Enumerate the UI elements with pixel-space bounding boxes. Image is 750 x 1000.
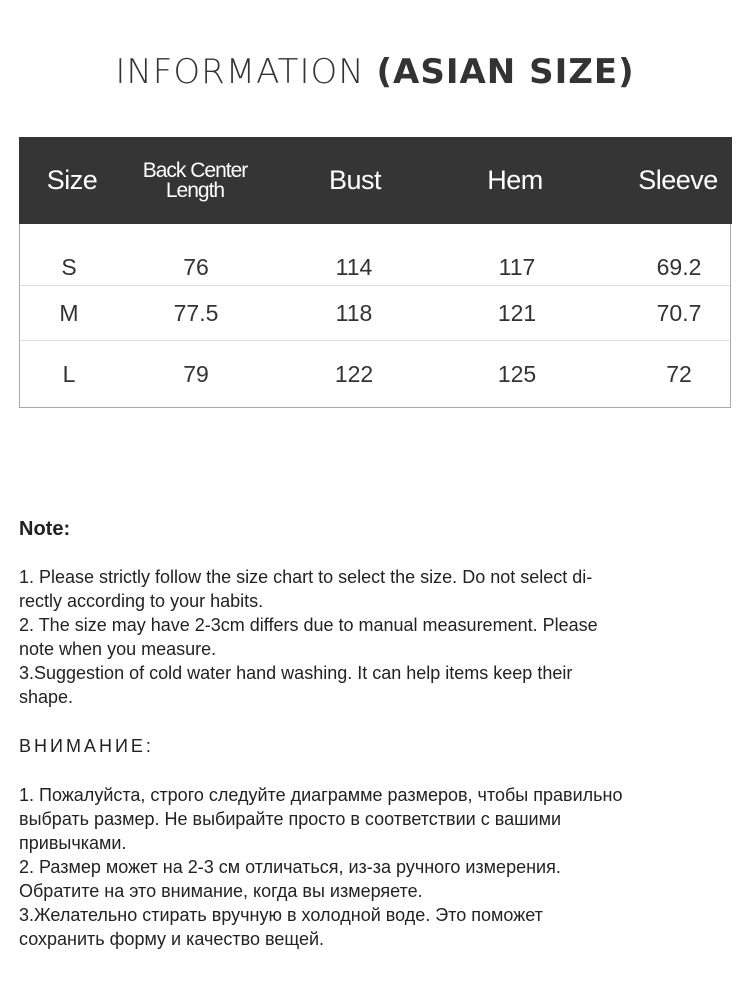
cell-sleeve: 69.2 xyxy=(656,254,702,280)
cell-size: L xyxy=(62,361,76,387)
cell-back-center-length: 79 xyxy=(183,361,209,387)
table-row: L 79 122 125 72 xyxy=(20,347,730,401)
note-ru-line: 1. Пожалуйста, строго следуйте диаграмме… xyxy=(19,785,623,805)
cell-back-center-length: 77.5 xyxy=(173,300,219,326)
note-line: 3.Suggestion of cold water hand washing.… xyxy=(19,663,573,683)
cell-sleeve: 72 xyxy=(666,361,692,387)
header-hem: Hem xyxy=(487,165,543,195)
header-bust: Bust xyxy=(328,165,382,195)
note-line: shape. xyxy=(19,687,74,707)
note-ru-line: 3.Желательно стирать вручную в холодной … xyxy=(19,905,543,925)
note-ru-line: 2. Размер может на 2-3 см отличаться, из… xyxy=(19,857,561,877)
note-line: rectly according to your habits. xyxy=(19,591,264,611)
cell-size: M xyxy=(59,300,79,326)
note-line: 1. Please strictly follow the size chart… xyxy=(19,567,593,587)
note-heading: Note: xyxy=(19,518,71,540)
note-line: 2. The size may have 2-3cm differs due t… xyxy=(19,615,598,635)
header-back-center-length: Back Center Length xyxy=(142,137,249,224)
cell-bust: 114 xyxy=(335,254,373,280)
cell-hem: 117 xyxy=(498,254,536,280)
note-ru-line: привычками. xyxy=(19,833,127,853)
cell-hem: 125 xyxy=(497,361,537,387)
note-ru-line: выбрать размер. Не выбирайте просто в со… xyxy=(19,809,562,829)
cell-bust: 122 xyxy=(334,361,374,387)
cell-back-center-length: 76 xyxy=(183,254,209,280)
title-light: INFORMATION xyxy=(115,52,365,92)
title-bold: (ASIAN SIZE) xyxy=(376,52,635,92)
note-ru-line: Обратите на это внимание, когда вы измер… xyxy=(19,881,423,901)
table-row: M 77.5 118 121 70.7 xyxy=(20,286,730,341)
table-row: S 76 114 117 69.2 xyxy=(20,239,730,286)
page-title: INFORMATION (ASIAN SIZE) xyxy=(0,52,750,92)
size-table: Size Back Center Length Bust Hem Sleeve … xyxy=(19,137,732,408)
note-line: note when you measure. xyxy=(19,639,217,659)
header-size: Size xyxy=(46,165,98,195)
header-sleeve: Sleeve xyxy=(638,165,718,195)
note-ru-line: сохранить форму и качество вещей. xyxy=(19,929,325,949)
cell-size: S xyxy=(61,254,77,280)
cell-bust: 118 xyxy=(335,300,373,326)
cell-hem: 121 xyxy=(497,300,537,326)
header-length: Length xyxy=(165,178,225,202)
note-ru-heading: ВНИМАНИЕ: xyxy=(19,736,154,756)
cell-sleeve: 70.7 xyxy=(656,300,702,326)
header-back-center: Back Center xyxy=(142,158,249,182)
table-header: Size Back Center Length Bust Hem Sleeve xyxy=(19,137,732,224)
